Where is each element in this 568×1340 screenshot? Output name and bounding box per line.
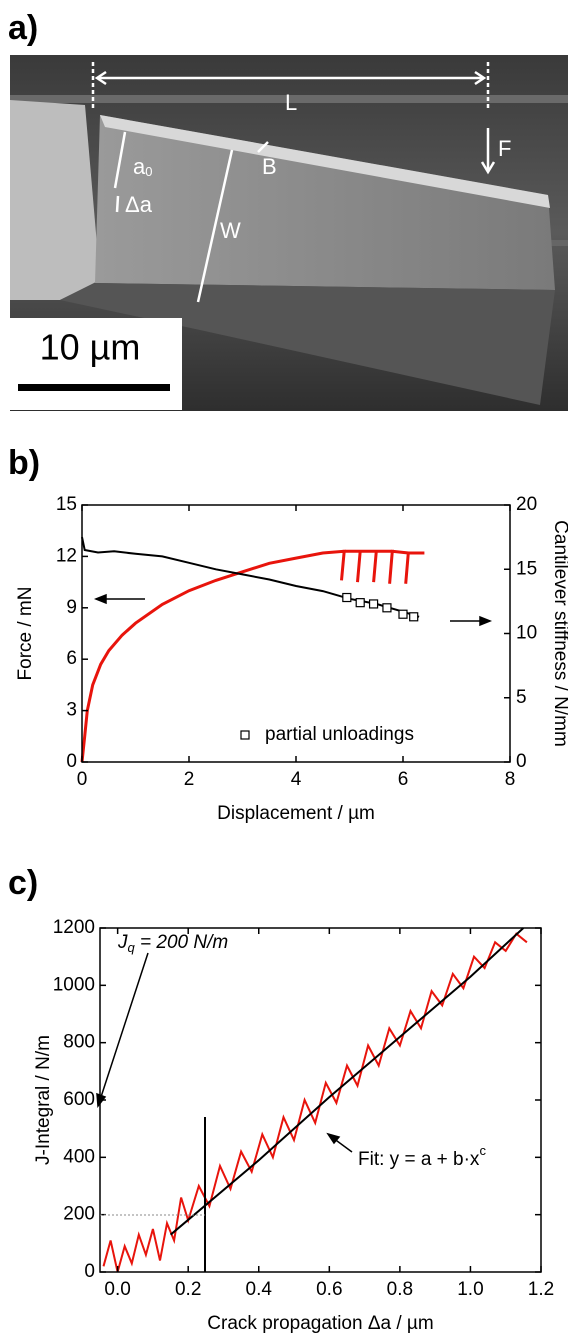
y-tick-label: 0	[84, 1261, 95, 1282]
label-l: L	[285, 90, 297, 115]
scale-bar-text: 10 µm	[40, 327, 141, 368]
label-f: F	[498, 136, 511, 161]
panel-label: b)	[8, 444, 40, 482]
scale-bar	[18, 384, 170, 391]
marker	[342, 592, 352, 603]
y-tick-label: 400	[63, 1146, 95, 1167]
y2-tick-label: 5	[516, 687, 527, 708]
x-axis-label: Crack propagation Δa / µm	[207, 1313, 433, 1334]
arrows	[93, 593, 493, 1153]
y-axis-label: J-Integral / N/m	[33, 1035, 54, 1165]
annotation-jq: Jq = 200 N/m	[117, 932, 228, 955]
y-tick-label: 9	[66, 597, 77, 618]
y2-axis-label: Cantilever stiffness / N/mm	[550, 520, 568, 747]
x-axis-label: Displacement / µm	[217, 803, 375, 824]
annotation-part: q	[128, 940, 136, 955]
x-tick-label: 0.0	[104, 1279, 130, 1300]
y-tick-label: 3	[66, 700, 77, 721]
label-da: Δa	[125, 192, 153, 217]
y2-tick-label: 15	[516, 558, 537, 579]
x-tick-label: 0.2	[175, 1279, 201, 1300]
label-a: a	[133, 154, 146, 179]
marker	[368, 599, 379, 609]
y-tick-label: 600	[63, 1089, 95, 1110]
y-axis-label: Force / mN	[15, 587, 36, 681]
marker	[398, 609, 408, 619]
label-w: W	[220, 218, 241, 243]
label-b: B	[262, 154, 277, 179]
y-tick-label: 1000	[53, 974, 95, 995]
annotation-part: J	[117, 932, 128, 953]
scale-bar-box	[10, 318, 182, 410]
annotation-part: Fit: y = a + b·x	[358, 1149, 480, 1170]
x-tick-label: 4	[291, 769, 302, 790]
series-line	[80, 549, 425, 763]
x-tick-label: 2	[184, 769, 195, 790]
label-a-sub: 0	[145, 164, 152, 179]
y2-tick-label: 10	[516, 623, 537, 644]
legend-marker	[240, 730, 250, 740]
x-tick-label: 0	[77, 769, 88, 790]
image-annotations	[91, 62, 496, 303]
y-tick-label: 1200	[53, 917, 95, 938]
panel-label: a)	[8, 9, 38, 47]
x-tick-label: 0.8	[387, 1279, 413, 1300]
y-tick-label: 12	[56, 545, 77, 566]
legend-label: partial unloadings	[265, 724, 414, 745]
series-line	[81, 536, 420, 618]
marker	[409, 612, 419, 622]
annotation-part: = 200 N/m	[135, 932, 228, 953]
x-tick-label: 0.6	[316, 1279, 342, 1300]
x-tick-label: 6	[398, 769, 409, 790]
x-tick-label: 8	[505, 769, 516, 790]
y-tick-label: 800	[63, 1032, 95, 1053]
y2-tick-label: 20	[516, 494, 537, 515]
y2-tick-label: 0	[516, 751, 527, 772]
y-tick-label: 200	[63, 1204, 95, 1225]
series-line	[169, 927, 525, 1236]
label-a0: a0	[133, 154, 152, 180]
annotation-part: c	[479, 1143, 486, 1158]
x-tick-label: 1.0	[457, 1279, 483, 1300]
panel-label: c)	[8, 864, 38, 902]
marker	[382, 603, 392, 613]
y-tick-label: 0	[66, 751, 77, 772]
y-tick-label: 6	[66, 648, 77, 669]
x-tick-label: 0.4	[246, 1279, 273, 1300]
marker	[355, 598, 365, 608]
y-tick-label: 15	[56, 494, 77, 515]
annotation-fit: Fit: y = a + b·xc	[358, 1143, 486, 1170]
series-line	[102, 932, 528, 1273]
x-tick-label: 1.2	[528, 1279, 554, 1300]
